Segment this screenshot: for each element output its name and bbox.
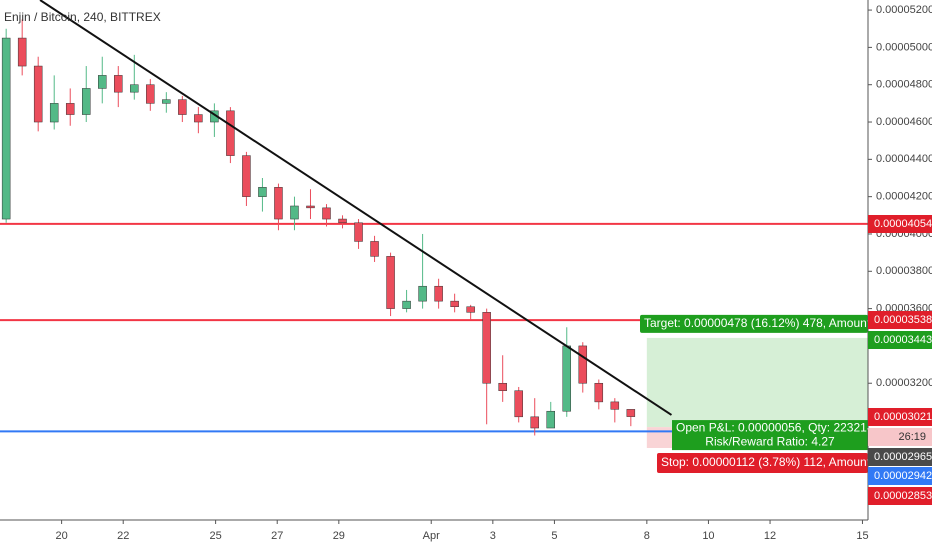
candle-body [594, 382, 604, 403]
candle-body [146, 84, 155, 104]
x-tick-label: 15 [856, 530, 868, 542]
axes: 0.00005200 0.00005000 0.00004800 0.00004600… [55, 4, 932, 542]
candle-body [354, 222, 363, 242]
candle-body [290, 205, 299, 220]
candle-body [162, 99, 171, 104]
countdown-box [868, 428, 932, 446]
price-tag-box [868, 448, 932, 466]
y-tick-label: 0.00005200 [876, 4, 932, 16]
stop-label: Stop: 0.00000112 (3.78%) 112, Amount: [661, 455, 873, 469]
candle-body [386, 256, 395, 309]
candle-body [49, 103, 59, 123]
candle-body [466, 306, 475, 313]
y-tick-label: 0.00003800 [876, 265, 932, 277]
candle-body [81, 88, 91, 115]
price-tag-box [868, 331, 932, 349]
candle-body [33, 65, 43, 123]
price-tag: 0.00004054 [874, 218, 932, 230]
pnl-label: Open P&L: 0.00000056, Qty: 2232142 [676, 420, 880, 434]
candle-body [194, 114, 203, 123]
candle-body [402, 300, 411, 309]
price-tag-box [868, 467, 932, 485]
trendline [39, 0, 673, 416]
candle-body [546, 410, 555, 429]
price-tag: 0.00002942 [874, 470, 932, 482]
x-tick-label: 27 [271, 530, 283, 542]
candle-body [306, 205, 315, 209]
price-tag: 0.00003538 [874, 314, 932, 326]
price-tag-box [868, 408, 932, 426]
candle-body [578, 345, 588, 384]
candle-body [65, 103, 75, 115]
grid [61, 9, 872, 524]
plot: Target: 0.00000478 (16.12%) 478, Amount:… [0, 0, 880, 473]
candle-body [450, 300, 459, 307]
price-tag: 0.00003443 [874, 334, 932, 346]
pnl-box [672, 420, 868, 451]
target-label: Target: 0.00000478 (16.12%) 478, Amount: [644, 316, 874, 330]
y-tick-label: 0.00004600 [876, 116, 932, 128]
candle-body [370, 241, 379, 257]
stop-label-box [657, 452, 868, 473]
candle-body [338, 218, 347, 224]
candle-body [130, 84, 139, 93]
candle-body [258, 187, 267, 197]
countdown: 26:19 [898, 431, 926, 443]
x-tick-label: 10 [702, 530, 714, 542]
candle-body [226, 110, 235, 156]
y-tick-label: 0.00004800 [876, 79, 932, 91]
price-tag-box [868, 311, 932, 329]
candle-body [482, 312, 491, 384]
x-tick-label: 25 [209, 530, 221, 542]
price-tag: 0.00002965 [874, 451, 932, 463]
chart-title: Enjin / Bitcoin, 240, BITTREX [4, 10, 161, 24]
candle-body [178, 99, 187, 115]
ratio-label: Risk/Reward Ratio: 4.27 [705, 434, 835, 448]
candle-body [242, 155, 251, 197]
candle-body [418, 285, 427, 302]
price-tag-box [868, 487, 932, 505]
candle-body [114, 75, 123, 93]
y-tick-label: 0.00005000 [876, 41, 932, 53]
candle-body [434, 285, 443, 302]
y-tick-label: 0.00004200 [876, 191, 932, 203]
candle-body [322, 207, 331, 220]
x-tick-label: 29 [333, 530, 345, 542]
candle-body [498, 382, 507, 391]
candle-body [562, 345, 572, 412]
candle-body [514, 390, 523, 418]
candle-body [610, 401, 620, 410]
x-tick-label: 3 [490, 530, 496, 542]
x-tick-label: Apr [423, 530, 440, 542]
candle-body [626, 409, 636, 417]
x-tick-label: 20 [55, 530, 67, 542]
candle-body [17, 37, 27, 67]
candle-body [1, 37, 11, 220]
y-tick-label: 0.00004400 [876, 153, 932, 165]
price-tag-box [868, 215, 932, 233]
target-zone [646, 337, 868, 428]
x-tick-label: 5 [551, 530, 557, 542]
price-tag: 0.00002853 [874, 490, 932, 502]
x-tick-label: 8 [644, 530, 650, 542]
candle-body [530, 416, 539, 429]
y-tick-label: 0.00003200 [876, 377, 932, 389]
target-label-box [640, 314, 868, 333]
x-tick-label: 12 [764, 530, 776, 542]
price-tag: 0.00003021 [874, 411, 932, 423]
x-tick-label: 22 [117, 530, 129, 542]
candle-body [274, 187, 283, 220]
candle-body [98, 75, 107, 89]
